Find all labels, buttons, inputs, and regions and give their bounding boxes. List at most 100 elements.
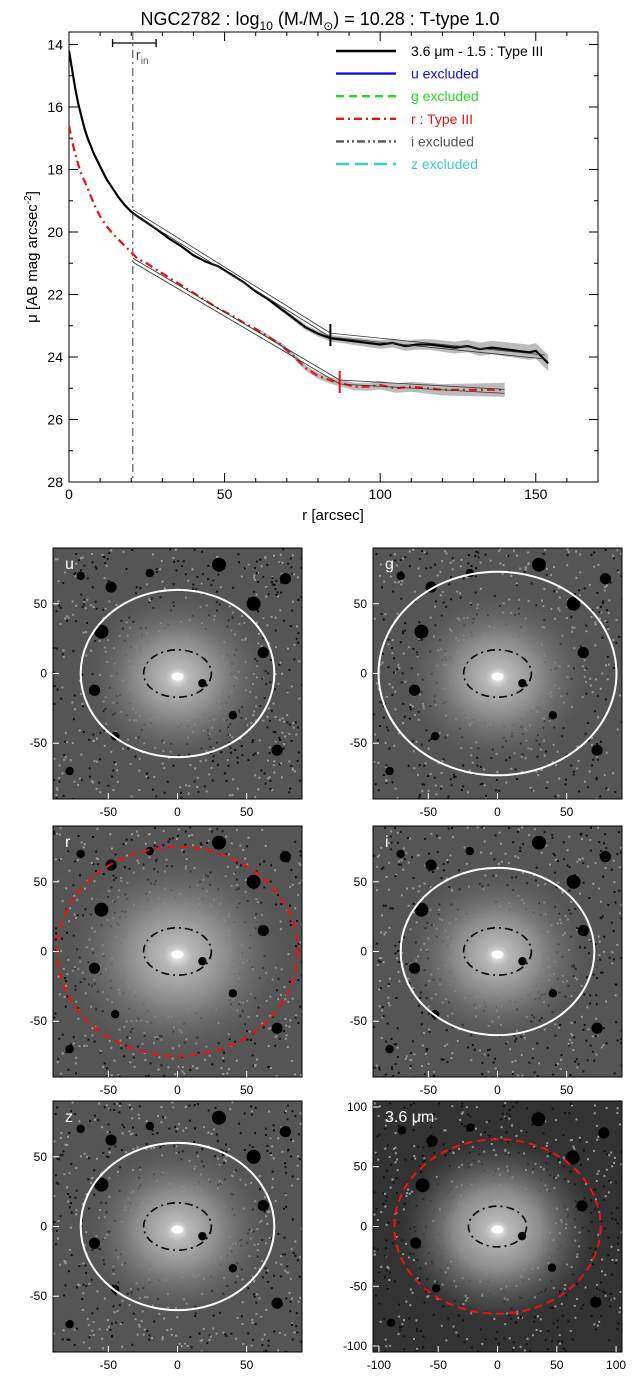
noise-pixel	[289, 557, 292, 560]
noise-pixel	[291, 997, 294, 1000]
noise-pixel	[387, 1002, 390, 1004]
noise-pixel	[504, 852, 507, 855]
noise-pixel	[295, 1325, 298, 1328]
noise-pixel	[511, 1105, 514, 1108]
noise-pixel	[524, 566, 527, 569]
noise-pixel	[394, 690, 397, 693]
noise-pixel	[264, 556, 267, 559]
noise-pixel	[92, 1334, 95, 1336]
masked-star	[397, 1126, 407, 1135]
noise-pixel	[115, 1102, 118, 1105]
noise-pixel	[298, 1275, 301, 1278]
noise-pixel	[280, 591, 283, 594]
noise-pixel	[280, 1263, 283, 1266]
noise-pixel	[101, 1337, 104, 1340]
noise-pixel	[73, 895, 76, 897]
noise-pixel	[253, 574, 256, 577]
noise-pixel	[90, 604, 93, 607]
noise-pixel	[614, 1156, 616, 1159]
noise-pixel	[80, 778, 83, 781]
noise-pixel	[507, 554, 510, 557]
noise-pixel	[296, 625, 299, 628]
noise-pixel	[417, 854, 420, 857]
noise-pixel	[511, 1070, 514, 1073]
noise-pixel	[64, 571, 67, 574]
masked-star	[198, 957, 207, 966]
noise-pixel	[63, 753, 66, 756]
masked-star	[65, 1319, 74, 1329]
noise-pixel	[249, 1039, 252, 1041]
noise-pixel	[373, 1247, 376, 1250]
noise-pixel	[261, 1344, 264, 1346]
noise-pixel	[612, 639, 615, 642]
masked-star	[76, 571, 85, 581]
noise-pixel	[271, 1186, 274, 1189]
noise-pixel	[241, 1301, 244, 1304]
noise-pixel	[60, 1132, 63, 1135]
noise-pixel	[277, 894, 279, 896]
noise-pixel	[534, 1075, 537, 1077]
noise-pixel	[599, 795, 602, 798]
noise-pixel	[394, 559, 397, 562]
legend-entry: 3.6 μm - 1.5 : Type III	[411, 43, 543, 59]
noise-pixel	[453, 773, 455, 776]
noise-pixel	[138, 789, 141, 791]
noise-pixel	[224, 1333, 226, 1336]
noise-pixel	[96, 1307, 99, 1310]
y-axis-label: μ [AB mag arcsec-2]	[23, 191, 41, 323]
noise-pixel	[475, 567, 477, 570]
noise-pixel	[466, 826, 469, 829]
noise-pixel	[576, 1066, 579, 1069]
masked-star	[76, 1124, 85, 1134]
noise-pixel	[170, 1333, 173, 1336]
noise-pixel	[512, 549, 515, 552]
noise-pixel	[134, 755, 137, 758]
noise-pixel	[479, 1133, 482, 1136]
noise-pixel	[287, 860, 290, 863]
noise-pixel	[291, 1338, 294, 1341]
noise-pixel	[582, 881, 585, 884]
noise-pixel	[601, 971, 604, 974]
noise-pixel	[508, 1117, 511, 1120]
noise-pixel	[494, 834, 497, 837]
noise-pixel	[85, 1044, 88, 1047]
noise-pixel	[395, 564, 398, 567]
noise-pixel	[614, 901, 617, 904]
noise-pixel	[612, 554, 615, 557]
noise-pixel	[286, 1045, 289, 1048]
noise-pixel	[75, 1056, 78, 1059]
noise-pixel	[178, 1123, 180, 1126]
noise-pixel	[88, 767, 91, 770]
noise-pixel	[114, 853, 117, 856]
noise-pixel	[597, 716, 600, 719]
noise-pixel	[56, 558, 59, 561]
noise-pixel	[188, 1119, 191, 1122]
masked-star	[65, 766, 74, 776]
noise-pixel	[71, 742, 74, 744]
noise-pixel	[566, 554, 569, 557]
noise-pixel	[64, 617, 67, 620]
noise-pixel	[228, 1148, 231, 1151]
noise-pixel	[375, 1208, 378, 1211]
noise-pixel	[220, 1067, 223, 1070]
noise-pixel	[603, 774, 606, 777]
noise-pixel	[246, 1038, 249, 1041]
noise-pixel	[273, 1274, 276, 1277]
noise-pixel	[271, 583, 274, 586]
noise-pixel	[291, 1184, 294, 1187]
noise-pixel	[382, 1015, 385, 1018]
noise-pixel	[597, 1135, 600, 1138]
noise-pixel	[409, 1065, 412, 1068]
panel-y-tick-label: 0	[40, 1220, 47, 1234]
noise-pixel	[427, 1062, 430, 1065]
panel-y-tick-label: 0	[40, 945, 47, 959]
noise-pixel	[488, 1135, 491, 1137]
noise-pixel	[394, 1161, 397, 1164]
noise-pixel	[420, 1023, 423, 1026]
noise-pixel	[602, 1290, 605, 1293]
noise-pixel	[403, 1319, 405, 1322]
masked-star	[466, 1123, 475, 1132]
noise-pixel	[514, 1059, 517, 1062]
noise-pixel	[70, 1202, 72, 1204]
noise-pixel	[74, 572, 76, 575]
